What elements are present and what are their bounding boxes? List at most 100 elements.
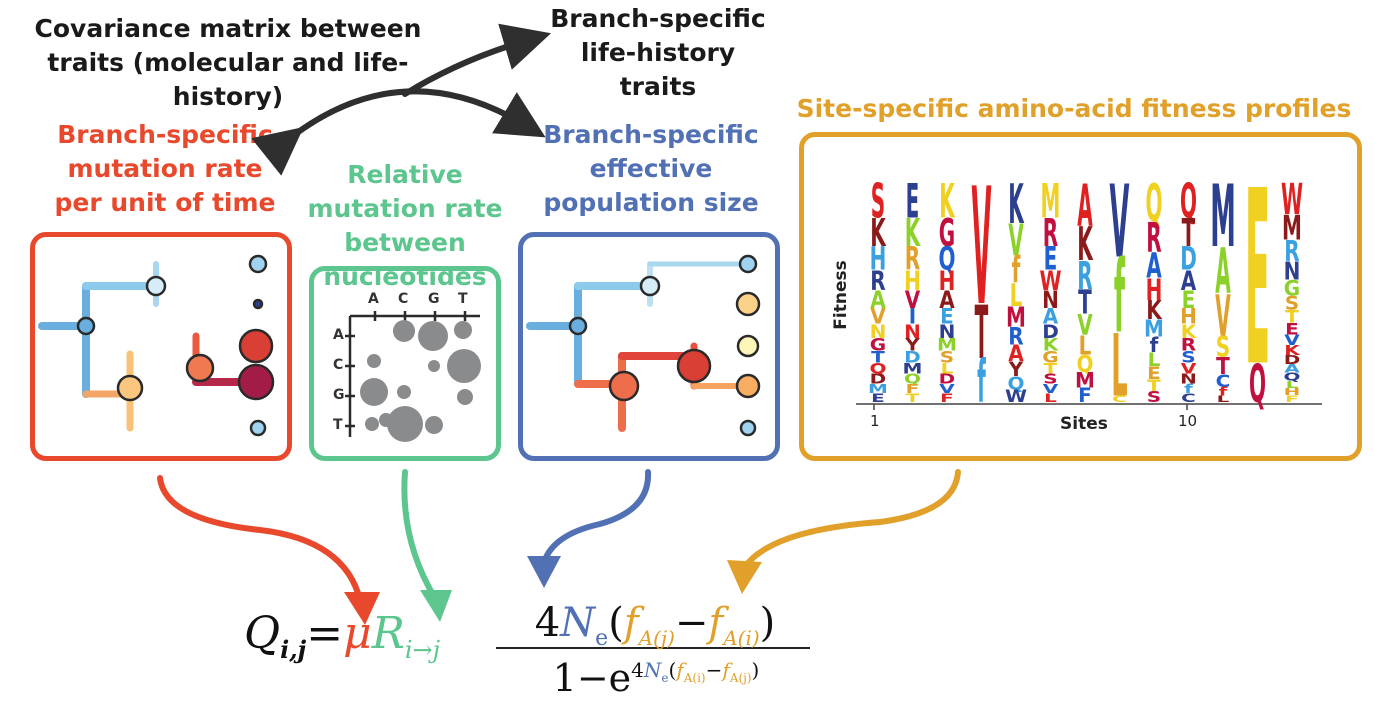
logo-letter: C — [1216, 372, 1231, 391]
logo-letter: R — [905, 241, 920, 278]
num-lparen: ( — [608, 600, 624, 646]
nucleotide-col-label-g: G — [428, 291, 440, 307]
nucleotide-row-label-g: G — [333, 387, 345, 403]
logo-letter: f — [1219, 385, 1229, 398]
logo-letter: D — [1180, 241, 1197, 278]
num-four: 4 — [534, 600, 561, 646]
logo-letter: T — [1216, 354, 1230, 381]
logo-letter: Q — [1284, 371, 1301, 384]
logo-letter: G — [1284, 276, 1300, 301]
den-n-sub: e — [661, 671, 669, 686]
logo-letter: K — [1077, 218, 1093, 271]
logo-letter: V — [1077, 309, 1093, 343]
logo-letter: M — [1144, 316, 1164, 343]
logo-letter: V — [1110, 165, 1130, 281]
num-minus: − — [674, 600, 709, 646]
logo-letter: H — [939, 265, 956, 297]
logo-letter: K — [1146, 297, 1162, 326]
logo-letter: L — [1010, 279, 1023, 315]
logo-letter: M — [1210, 166, 1236, 266]
logo-letter: Q — [1008, 372, 1025, 394]
logo-letter: I — [909, 304, 916, 329]
logo-letter: f — [1150, 333, 1160, 357]
mutation-rate-arrowhead — [344, 592, 380, 625]
logo-letter: W — [1005, 387, 1027, 406]
logo-letter: A — [1043, 304, 1059, 329]
mutation-rate-arrow — [157, 475, 363, 603]
eq-q: Q — [244, 608, 281, 659]
logo-letter: S — [1147, 389, 1161, 406]
den-e: e — [608, 656, 632, 700]
nucleotide-col-label-c: C — [398, 291, 409, 307]
logo-letter: R — [1077, 255, 1092, 299]
logo-letter: E — [1147, 364, 1161, 383]
logo-letter: S — [1043, 372, 1057, 388]
logo-letter: K — [939, 173, 955, 229]
logo-letter: R — [1284, 235, 1299, 269]
logo-letter: R — [870, 265, 885, 297]
logo-letter: V — [1043, 381, 1059, 396]
logo-letter: S — [871, 173, 885, 229]
den-minus2: − — [705, 658, 723, 683]
relative-mutation-title: Relative mutation rate between nucleotid… — [307, 160, 503, 291]
logo-letter: G — [939, 212, 955, 256]
nucleotide-matrix — [345, 311, 480, 437]
logo-letter: A — [870, 287, 886, 314]
logo-letter: V — [905, 287, 921, 314]
logo-letter: f — [1114, 240, 1126, 356]
eq-r-i: i — [404, 635, 413, 664]
nucleotide-col-label-a: A — [368, 291, 379, 307]
logo-letter: V — [1215, 284, 1230, 351]
logo-letter: H — [870, 241, 887, 278]
trait-covariance-arrow — [251, 23, 552, 176]
logo-letter: Q — [1145, 175, 1162, 234]
logo-letter: Y — [1008, 358, 1024, 381]
logo-letter: W — [1039, 265, 1061, 297]
den-n: N — [643, 658, 662, 683]
logo-xlabel: Sites — [1060, 414, 1108, 434]
logo-letter: E — [1245, 139, 1270, 420]
den-f-j-sub: A(j) — [729, 671, 752, 686]
logo-letter: T — [906, 391, 921, 405]
logo-letter: f — [1184, 381, 1194, 396]
logo-letter: T — [871, 349, 885, 367]
nucleotide-row-label-t: T — [333, 417, 343, 433]
logo-letter: W — [1281, 174, 1303, 224]
logo-letter: F — [1285, 394, 1299, 404]
logo-letter: T — [1147, 377, 1161, 395]
eq-q-sub: i,j — [280, 634, 307, 664]
logo-letter: N — [904, 320, 921, 342]
logo-letter: G — [1042, 349, 1058, 367]
logo-letter: F — [940, 391, 954, 405]
logo-letter: S — [1216, 331, 1230, 365]
nucleotide-arrowhead — [420, 590, 452, 622]
logo-letter: K — [1181, 320, 1197, 342]
logo-letter: D — [870, 372, 887, 388]
logo-letter: E — [1285, 320, 1299, 338]
den-rparen: ) — [751, 658, 760, 683]
logo-letter: V — [870, 304, 886, 329]
logo-letter: V — [1008, 216, 1024, 266]
logo-letter: S — [1285, 292, 1299, 314]
pop-size-title: Branch-specific effective population siz… — [543, 120, 759, 217]
logo-letter: Q — [1077, 351, 1094, 378]
nucleotide-bubbles — [360, 320, 481, 442]
logo-letter: H — [904, 265, 921, 297]
logo-letter: A — [1215, 235, 1230, 308]
logo-letter: R — [1008, 323, 1023, 351]
mutation-rate-title: Branch-specific mutation rate per unit o… — [54, 120, 276, 217]
eq-equals: = — [306, 608, 344, 659]
logo-letter: D — [939, 372, 956, 388]
logo-letter: A — [1077, 173, 1093, 240]
logo-letter: Q — [1180, 173, 1197, 229]
logo-letter: f — [977, 348, 986, 416]
logo-letter: T — [1285, 308, 1299, 327]
covariance-label: Covariance matrix between traits (molecu… — [34, 14, 422, 111]
pop-size-panel — [518, 232, 780, 461]
den-f-i: f — [676, 658, 684, 683]
logo-letter: M — [1006, 301, 1026, 333]
logo-letter: V — [939, 381, 955, 396]
logo-letter: N — [1180, 372, 1197, 388]
logo-letter: M — [1075, 368, 1095, 393]
